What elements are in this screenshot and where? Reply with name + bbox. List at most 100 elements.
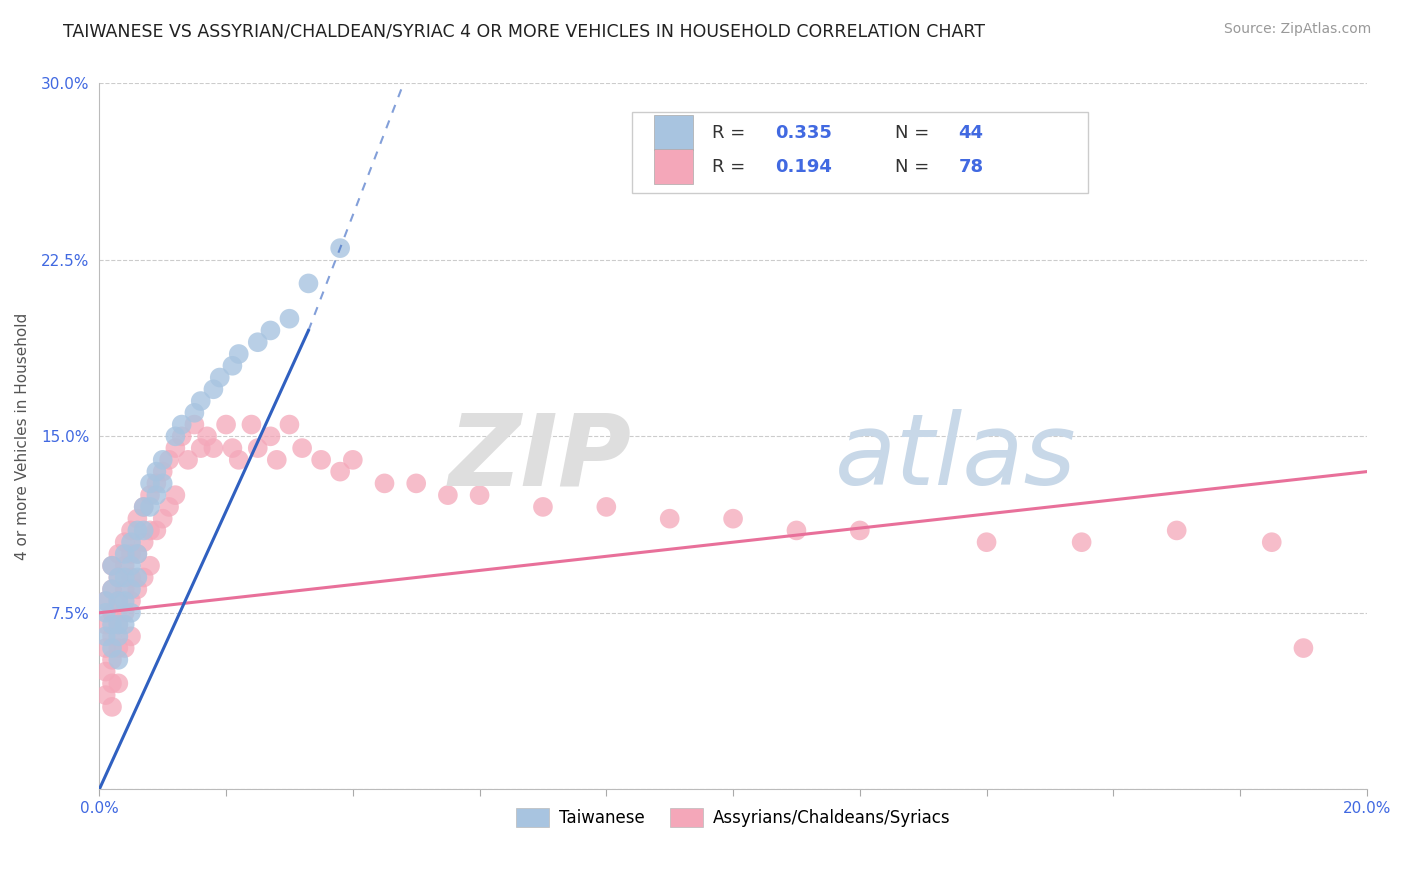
Point (139, 500, 162, 514)
Point (259, 429, 281, 443)
Point (101, 606, 124, 620)
Point (120, 535, 142, 549)
Point (595, 500, 617, 514)
Point (157, 453, 180, 467)
Point (1292, 641, 1315, 656)
FancyBboxPatch shape (654, 115, 693, 151)
Point (139, 524, 162, 538)
Point (101, 653, 124, 667)
Point (120, 594, 142, 608)
Point (291, 441, 314, 455)
Point (127, 511, 149, 525)
Point (278, 417, 301, 432)
Point (165, 441, 187, 455)
Point (145, 524, 167, 538)
Point (152, 453, 174, 467)
Point (329, 241, 352, 255)
Point (114, 558, 136, 573)
Point (127, 524, 149, 538)
Text: N =: N = (896, 158, 935, 176)
Point (114, 594, 136, 608)
Legend: Taiwanese, Assyrians/Chaldeans/Syriacs: Taiwanese, Assyrians/Chaldeans/Syriacs (509, 801, 957, 834)
Point (114, 617, 136, 632)
Point (114, 606, 136, 620)
Point (215, 417, 238, 432)
Point (531, 500, 554, 514)
Point (132, 524, 155, 538)
Point (107, 676, 129, 690)
Point (309, 453, 332, 467)
Point (849, 524, 872, 538)
Point (405, 476, 427, 491)
Point (120, 524, 142, 538)
Point (139, 488, 162, 502)
Point (246, 441, 269, 455)
Point (208, 370, 231, 384)
Point (107, 617, 129, 632)
Point (329, 465, 352, 479)
Point (152, 511, 174, 525)
Point (297, 277, 319, 291)
Point (157, 500, 180, 514)
Point (228, 453, 250, 467)
Point (976, 535, 998, 549)
Point (94, 617, 117, 632)
Point (195, 429, 218, 443)
Point (120, 547, 142, 561)
Point (101, 676, 124, 690)
Point (107, 653, 129, 667)
Point (177, 453, 200, 467)
Point (114, 641, 136, 656)
Point (107, 617, 129, 632)
Point (120, 606, 142, 620)
Point (1261, 535, 1284, 549)
Point (183, 406, 205, 420)
Text: 0.194: 0.194 (775, 158, 832, 176)
Point (259, 323, 281, 337)
Point (342, 453, 364, 467)
Point (101, 629, 124, 643)
Point (120, 570, 142, 584)
Point (94, 688, 117, 702)
Point (101, 582, 124, 597)
Text: ZIP: ZIP (449, 409, 631, 506)
Point (107, 594, 129, 608)
Point (170, 417, 193, 432)
Point (1070, 535, 1092, 549)
Point (468, 488, 491, 502)
Point (127, 547, 149, 561)
Point (139, 476, 162, 491)
Text: R =: R = (711, 124, 751, 142)
Point (107, 629, 129, 643)
Point (120, 582, 142, 597)
Point (152, 476, 174, 491)
Point (114, 570, 136, 584)
Point (101, 582, 124, 597)
Point (101, 641, 124, 656)
Point (132, 570, 155, 584)
Point (107, 570, 129, 584)
Point (101, 699, 124, 714)
Point (658, 511, 681, 525)
Text: TAIWANESE VS ASSYRIAN/CHALDEAN/SYRIAC 4 OR MORE VEHICLES IN HOUSEHOLD CORRELATIO: TAIWANESE VS ASSYRIAN/CHALDEAN/SYRIAC 4 … (63, 22, 986, 40)
Point (127, 570, 149, 584)
Point (120, 558, 142, 573)
Point (94, 606, 117, 620)
Point (120, 629, 142, 643)
Text: atlas: atlas (835, 409, 1076, 506)
Point (202, 382, 225, 396)
Point (132, 535, 155, 549)
Point (228, 347, 250, 361)
Point (107, 641, 129, 656)
Point (278, 311, 301, 326)
FancyBboxPatch shape (631, 112, 1088, 193)
Point (221, 441, 243, 455)
Point (165, 429, 187, 443)
Point (240, 417, 263, 432)
Point (94, 665, 117, 679)
Point (221, 359, 243, 373)
Point (101, 558, 124, 573)
Point (202, 441, 225, 455)
Point (127, 582, 149, 597)
Text: R =: R = (711, 158, 751, 176)
